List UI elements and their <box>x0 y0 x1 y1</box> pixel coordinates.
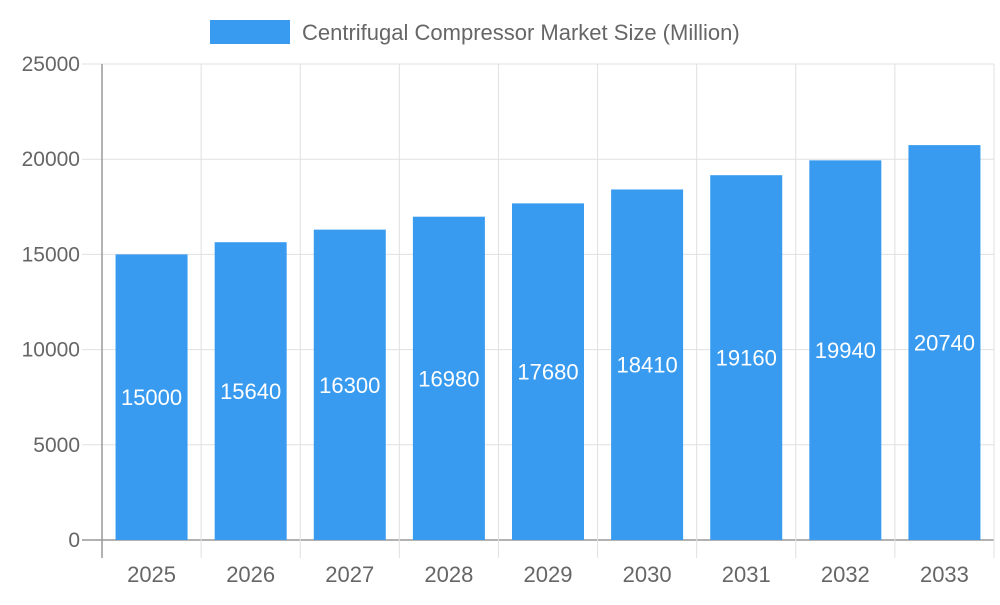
data-label: 15000 <box>121 385 182 410</box>
y-tick-label: 20000 <box>22 148 80 171</box>
data-label: 20740 <box>914 331 975 356</box>
legend-label: Centrifugal Compressor Market Size (Mill… <box>302 20 740 45</box>
y-tick-label: 15000 <box>22 243 80 266</box>
bar <box>412 216 485 540</box>
bar <box>115 254 188 540</box>
x-tick-label: 2029 <box>524 562 573 587</box>
data-label: 16980 <box>418 366 479 391</box>
x-tick-label: 2027 <box>325 562 374 587</box>
x-tick-label: 2033 <box>920 562 969 587</box>
bar <box>512 203 584 540</box>
data-label: 18410 <box>617 353 678 378</box>
data-label: 17680 <box>517 360 578 385</box>
x-tick-label: 2032 <box>821 562 870 587</box>
data-label: 19940 <box>815 338 876 363</box>
y-tick-label: 0 <box>68 529 80 552</box>
legend-swatch <box>210 20 290 44</box>
bar <box>611 189 684 540</box>
x-tick-label: 2026 <box>226 562 275 587</box>
x-tick-label: 2025 <box>127 562 176 587</box>
bar <box>710 175 783 540</box>
bar <box>313 229 386 540</box>
bar <box>214 242 287 540</box>
bar <box>908 145 981 540</box>
x-tick-label: 2031 <box>722 562 771 587</box>
data-label: 19160 <box>716 346 777 371</box>
data-label: 16300 <box>319 373 380 398</box>
data-label: 15640 <box>220 379 281 404</box>
y-tick-label: 25000 <box>22 53 80 76</box>
y-tick-label: 10000 <box>22 339 80 362</box>
x-tick-label: 2030 <box>623 562 672 587</box>
x-tick-label: 2028 <box>424 562 473 587</box>
bar <box>809 160 882 540</box>
y-tick-label: 5000 <box>33 434 80 457</box>
